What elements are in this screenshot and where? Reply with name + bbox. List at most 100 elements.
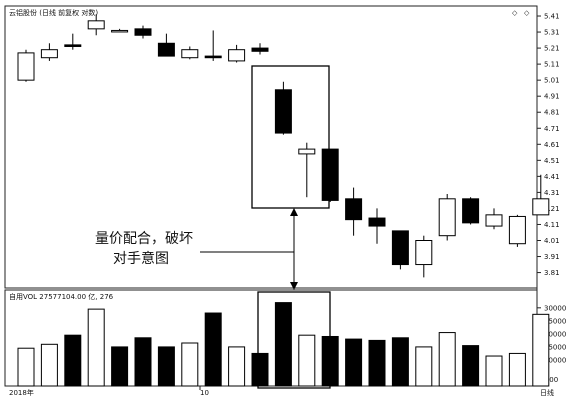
volume-bar xyxy=(228,346,246,387)
year-label: 2018年 xyxy=(9,388,34,397)
candle-body xyxy=(40,49,58,59)
annotation-line-2: 对手意图 xyxy=(113,250,169,267)
annotation-arrows xyxy=(200,208,298,290)
volume-bar xyxy=(157,346,175,387)
volume-bar xyxy=(181,342,199,387)
chart-title: 云铝股份 (日线 前复权 对数) xyxy=(9,8,98,17)
highlight-box-volume xyxy=(257,291,331,389)
price-tick-label: 4.41 xyxy=(544,173,560,181)
volume-bar xyxy=(532,313,550,387)
volume-tick-label: 30000 xyxy=(544,304,566,312)
candle xyxy=(298,142,316,198)
candle-body xyxy=(157,42,175,57)
volume-header: 自用VOL 27577104.00 亿, 276 xyxy=(9,292,114,301)
candle xyxy=(228,44,246,63)
candle-body xyxy=(134,28,152,36)
volume-tick-label: 25000 xyxy=(544,317,566,325)
candle xyxy=(485,208,503,230)
volume-bar xyxy=(40,343,58,387)
volume-bar xyxy=(462,345,480,387)
candle-body xyxy=(298,148,316,155)
price-tick-label: 4.71 xyxy=(544,125,560,133)
candle xyxy=(87,14,105,36)
candle xyxy=(111,28,129,33)
candle xyxy=(462,197,480,225)
volume-bar xyxy=(17,347,35,387)
highlight-box-price xyxy=(251,65,330,209)
candle xyxy=(134,25,152,39)
annotation-line-1: 量价配合，破坏 xyxy=(95,231,193,247)
candle-body xyxy=(204,55,222,59)
price-tick-label: 4.11 xyxy=(544,221,560,229)
price-tick-label: 5.21 xyxy=(544,45,560,53)
volume-bar xyxy=(415,346,433,387)
candle-body xyxy=(321,148,339,201)
candle-body xyxy=(438,198,456,237)
candle-body xyxy=(415,240,433,266)
period-label[interactable]: 日线 xyxy=(540,388,554,397)
diamond-left-icon[interactable]: ◇ xyxy=(512,9,518,17)
volume-bar xyxy=(204,312,222,387)
candle-body xyxy=(181,49,199,59)
candle xyxy=(157,33,175,57)
price-tick-label: 3.91 xyxy=(544,253,560,261)
candle xyxy=(204,30,222,61)
volume-tick-label: 20000 xyxy=(544,330,566,338)
candle-body xyxy=(228,49,246,62)
price-tick-label: 4.01 xyxy=(544,237,560,245)
volume-bar xyxy=(368,339,386,387)
candle xyxy=(345,187,363,236)
candle-body xyxy=(391,230,409,266)
price-tick-label: 4.91 xyxy=(544,93,560,101)
candle-body xyxy=(87,20,105,30)
price-tick-label: 5.41 xyxy=(544,13,560,21)
candle-body xyxy=(111,29,129,33)
month-label: 10 xyxy=(200,389,209,397)
volume-tick-label: 10000 xyxy=(544,356,566,364)
price-tick-label: 4.31 xyxy=(544,189,560,197)
volume-bar xyxy=(274,302,292,387)
volume-panel-frame xyxy=(4,289,538,387)
price-tick-label: 5.11 xyxy=(544,61,560,69)
volume-bar xyxy=(391,337,409,387)
volume-series xyxy=(17,302,550,387)
candle-body xyxy=(17,52,35,81)
volume-bar xyxy=(438,332,456,387)
price-tick-label: 3.81 xyxy=(544,269,560,277)
candle-body xyxy=(274,89,292,134)
candle xyxy=(40,43,58,61)
volume-bar xyxy=(111,346,129,387)
price-axis: 5.41 5.31 5.21 5.11 5.01 4.91 4.81 4.71 4.61 4.51… xyxy=(537,13,560,277)
candle-body xyxy=(532,198,550,216)
candlestick-series xyxy=(17,14,550,278)
price-tick-label: 4.51 xyxy=(544,157,560,165)
candle xyxy=(251,43,269,55)
volume-bar xyxy=(485,355,503,387)
candle xyxy=(17,49,35,82)
candle xyxy=(181,46,199,60)
candle-body xyxy=(368,217,386,227)
candle xyxy=(391,230,409,270)
price-tick-label: 4.81 xyxy=(544,109,560,117)
price-tick-label: 4.61 xyxy=(544,141,560,149)
candle xyxy=(274,81,292,135)
volume-bar xyxy=(298,334,316,387)
candle xyxy=(64,33,82,50)
volume-bar xyxy=(87,308,105,387)
candle xyxy=(415,235,433,278)
volume-bar xyxy=(251,352,269,387)
candle xyxy=(368,208,386,244)
volume-bar xyxy=(345,338,363,387)
price-panel-frame xyxy=(4,5,538,289)
volume-bar xyxy=(134,337,152,387)
arrow-down-icon xyxy=(290,282,298,290)
candle xyxy=(532,174,550,216)
candle xyxy=(438,194,456,241)
candle-body xyxy=(251,47,269,52)
diamond-right-icon[interactable]: ◇ xyxy=(524,9,530,17)
candle-body xyxy=(64,44,82,47)
candle xyxy=(508,214,526,247)
price-tick-label: 5.31 xyxy=(544,29,560,37)
